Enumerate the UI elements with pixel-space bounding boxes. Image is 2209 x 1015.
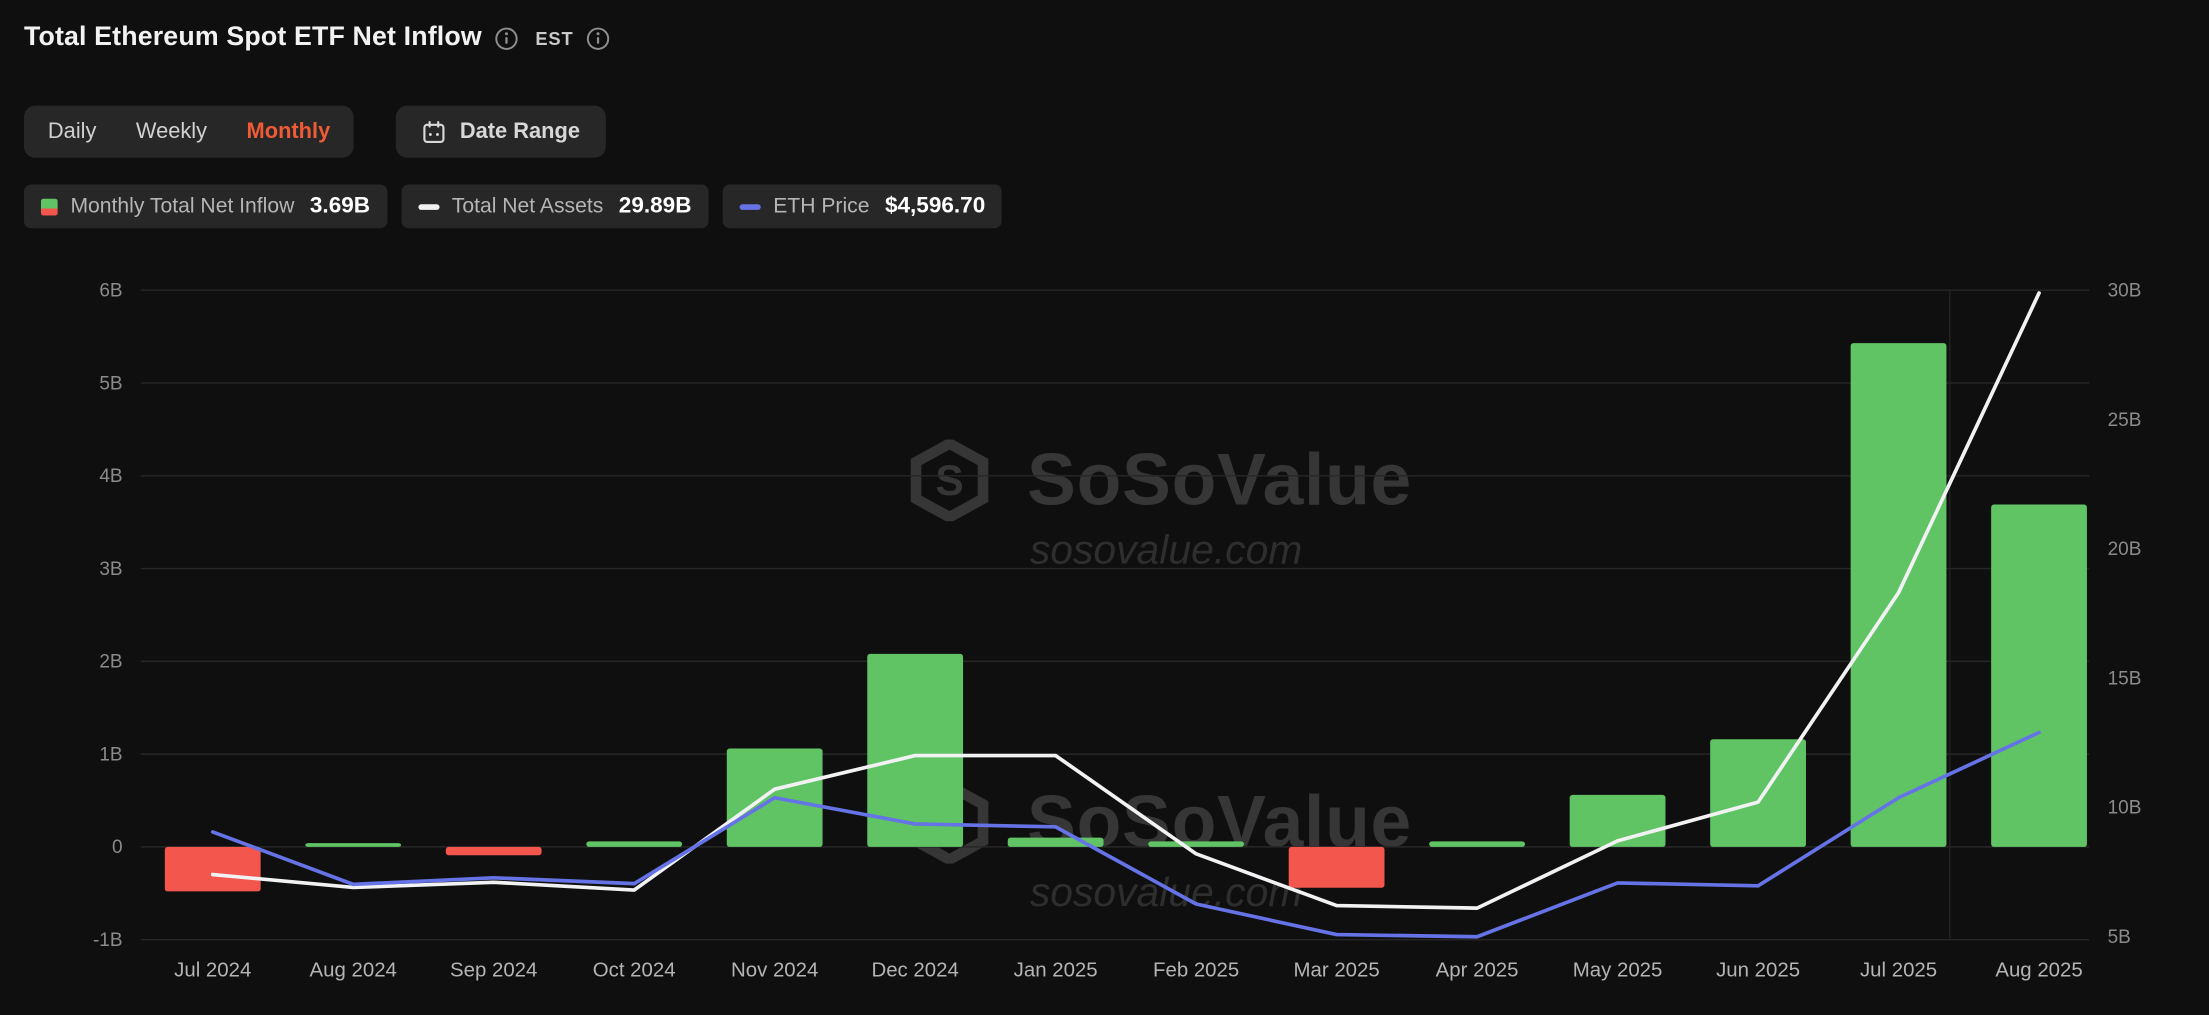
legend-label: Monthly Total Net Inflow: [70, 194, 295, 219]
right-axis-label: 10B: [2108, 798, 2142, 819]
right-axis-label: 5B: [2108, 927, 2131, 948]
right-axis-label: 25B: [2108, 410, 2142, 431]
chart-header: Total Ethereum Spot ETF Net Inflow EST D…: [0, 0, 2194, 229]
left-axis-label: 0: [112, 837, 123, 858]
inflow-bar[interactable]: [1148, 841, 1245, 847]
left-axis-label: 3B: [99, 559, 122, 580]
inflow-bar[interactable]: [1429, 841, 1525, 847]
left-axis-label: -1B: [93, 930, 123, 951]
x-axis-label: Feb 2025: [1153, 959, 1239, 981]
info-icon[interactable]: [494, 26, 518, 50]
x-axis-label: Jul 2024: [174, 959, 251, 981]
x-axis-label: Aug 2024: [310, 959, 397, 981]
inflow-bar[interactable]: [445, 846, 542, 856]
inflow-bar[interactable]: [305, 843, 402, 847]
legend-chip-net-assets[interactable]: Total Net Assets 29.89B: [401, 184, 709, 229]
inflow-bar[interactable]: [1288, 846, 1385, 888]
bar-series-icon: [40, 197, 58, 215]
inflow-bar[interactable]: [164, 846, 261, 892]
left-axis-label: 6B: [99, 281, 122, 302]
eth-price-line[interactable]: [210, 730, 2041, 939]
net-assets-line[interactable]: [210, 291, 2041, 910]
title-row: Total Ethereum Spot ETF Net Inflow EST: [24, 20, 2194, 57]
legend-label: Total Net Assets: [451, 194, 604, 219]
info-icon[interactable]: [586, 26, 610, 50]
inflow-bar[interactable]: [586, 841, 683, 847]
inflow-bar[interactable]: [1991, 504, 2087, 847]
tab-weekly[interactable]: Weekly: [135, 119, 208, 144]
line-series-icon: [417, 203, 440, 210]
x-axis-label: Sep 2024: [450, 959, 537, 981]
date-range-button[interactable]: Date Range: [396, 105, 606, 158]
legend-chip-net-inflow[interactable]: Monthly Total Net Inflow 3.69B: [23, 184, 387, 229]
tab-monthly[interactable]: Monthly: [246, 119, 331, 144]
x-axis-label: Oct 2024: [593, 959, 676, 981]
calendar-icon: [423, 120, 446, 143]
right-axis-label: 20B: [2108, 539, 2142, 560]
legend-label: ETH Price: [773, 194, 870, 219]
right-axis-label: 15B: [2108, 668, 2142, 689]
legend-row: Monthly Total Net Inflow 3.69B Total Net…: [23, 184, 2194, 229]
x-axis-label: May 2025: [1573, 959, 1663, 981]
legend-value: $4,596.70: [884, 193, 986, 218]
left-axis-label: 1B: [99, 744, 122, 765]
x-axis-label: Mar 2025: [1294, 959, 1380, 981]
x-axis-label: Jun 2025: [1716, 959, 1800, 981]
x-axis-label: Aug 2025: [1995, 959, 2082, 981]
x-axis-label: Dec 2024: [871, 959, 958, 981]
x-axis-label: Jul 2025: [1860, 959, 1937, 981]
x-axis-label: Nov 2024: [731, 959, 818, 981]
period-tabs: Daily Weekly Monthly: [23, 105, 355, 158]
line-series-icon: [739, 203, 761, 210]
legend-value: 29.89B: [618, 193, 692, 218]
left-axis-label: 4B: [99, 466, 122, 487]
tab-daily[interactable]: Daily: [47, 119, 97, 144]
x-axis-label: Apr 2025: [1436, 959, 1519, 981]
timezone-label: EST: [535, 27, 574, 49]
legend-chip-eth-price[interactable]: ETH Price $4,596.70: [722, 184, 1003, 229]
x-axis-label: Jan 2025: [1014, 959, 1098, 981]
legend-value: 3.69B: [309, 193, 371, 218]
left-axis-label: 2B: [99, 652, 122, 673]
date-range-label: Date Range: [459, 119, 580, 143]
right-axis-label: 30B: [2108, 281, 2142, 302]
left-axis-label: 5B: [99, 373, 122, 394]
page-title: Total Ethereum Spot ETF Net Inflow: [23, 22, 482, 53]
controls-row: Daily Weekly Monthly Date Range: [23, 105, 2194, 158]
